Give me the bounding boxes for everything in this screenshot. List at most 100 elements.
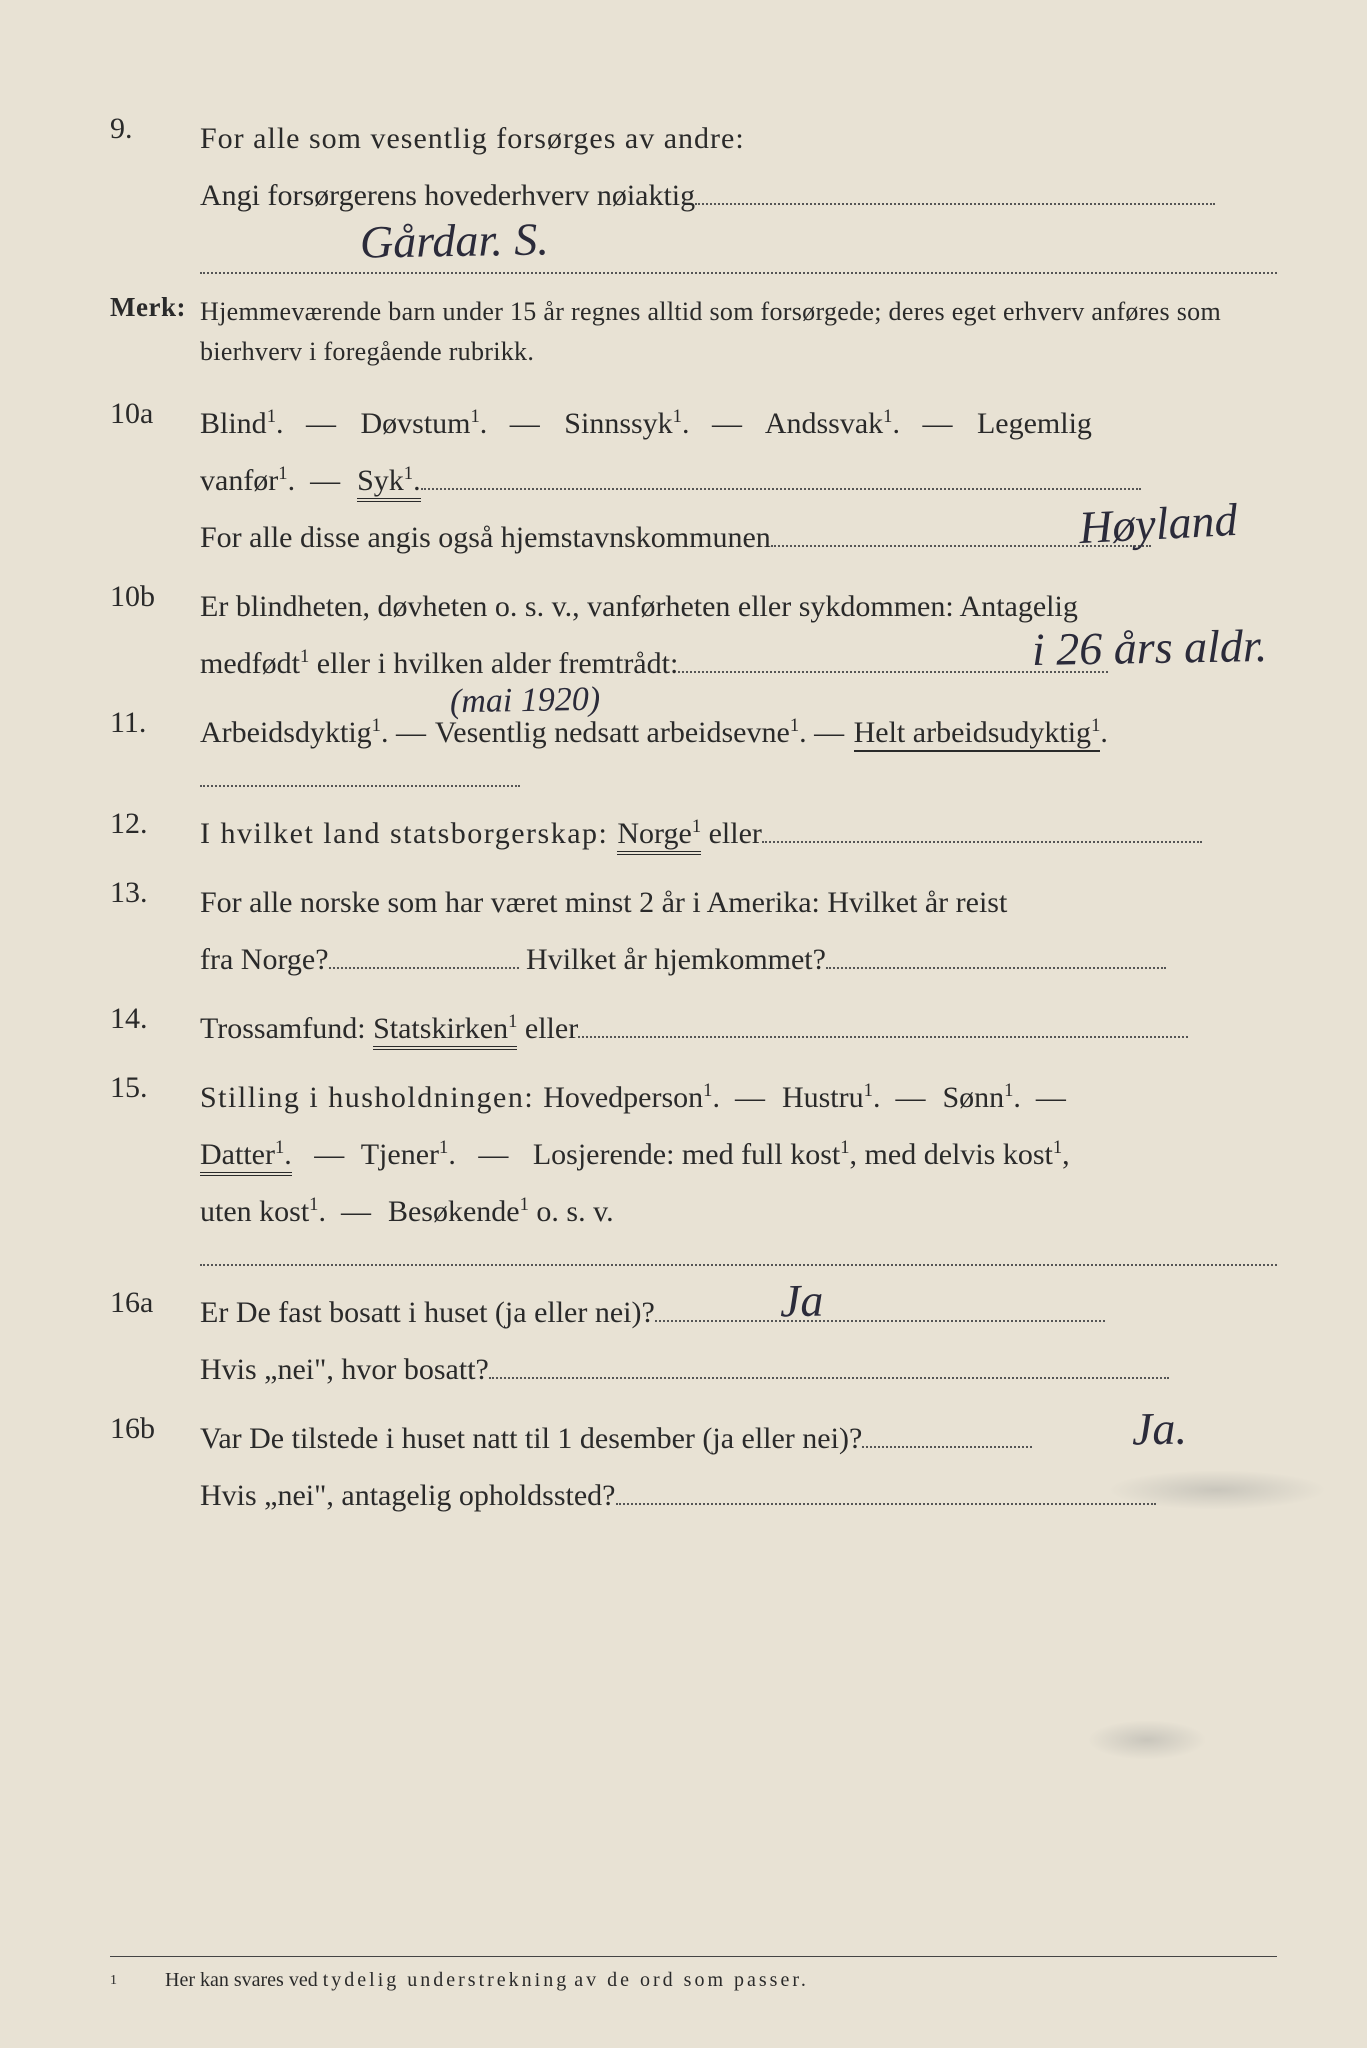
question-10a: 10a Blind1. — Døvstum1. — Sinnssyk1. — A…	[110, 395, 1277, 566]
question-9: 9. For alle som vesentlig forsørges av a…	[110, 110, 1277, 280]
dash: —	[314, 1138, 346, 1171]
q13-fill1	[329, 967, 519, 969]
dash: —	[510, 407, 542, 440]
q16a-question: Er De fast bosatt i huset (ja eller nei)…	[200, 1296, 655, 1329]
q13-number: 13.	[110, 874, 200, 910]
q12-fill	[762, 841, 1202, 843]
q16a-content: Er De fast bosatt i huset (ja eller nei)…	[200, 1284, 1277, 1398]
q10a-opt-blind: Blind1.	[200, 407, 283, 440]
q16a-fill	[655, 1320, 1105, 1322]
q16b-question: Var De tilstede i huset natt til 1 desem…	[200, 1422, 862, 1455]
q14-content: Trossamfund: Statskirken1 eller	[200, 1000, 1277, 1057]
footnote-text: Her kan svares ved tydelig understreknin…	[165, 1969, 809, 1991]
q14-number: 14.	[110, 1000, 200, 1036]
q16a-if-no: Hvis „nei", hvor bosatt?	[200, 1353, 489, 1386]
q14-prefix: Trossamfund:	[200, 1012, 373, 1045]
q9-number: 9.	[110, 110, 200, 146]
q15-datter-selected: Datter1.	[200, 1138, 292, 1176]
q10a-opt-legemlig: Legemlig	[977, 407, 1092, 440]
q14-suffix: eller	[517, 1012, 578, 1045]
q15-prefix: Stilling i husholdningen:	[200, 1081, 543, 1114]
q10a-opt-andssvak: Andssvak1.	[765, 407, 900, 440]
question-12: 12. I hvilket land statsborgerskap: Norg…	[110, 805, 1277, 862]
q16b-fill	[862, 1446, 1032, 1448]
q10a-fill	[421, 488, 1141, 490]
q13-home-year: Hvilket år hjemkommet?	[526, 943, 826, 976]
q10b-handwritten-age: i 26 års aldr.	[1031, 602, 1268, 693]
q15-besokende: Besøkende1	[388, 1195, 529, 1228]
q16a-number: 16a	[110, 1284, 200, 1320]
q14-fill	[578, 1036, 1188, 1038]
q15-delvis: , med delvis kost	[850, 1138, 1053, 1171]
dash: —	[712, 407, 744, 440]
dash: —	[396, 716, 428, 749]
q9-line1: For alle som vesentlig forsørges av andr…	[200, 110, 1277, 167]
q13-content: For alle norske som har været minst 2 år…	[200, 874, 1277, 988]
census-form-page: 9. For alle som vesentlig forsørges av a…	[0, 0, 1367, 2048]
q15-hovedperson: Hovedperson1.	[543, 1081, 720, 1114]
question-15: 15. Stilling i husholdningen: Hovedperso…	[110, 1069, 1277, 1266]
dash: —	[922, 407, 954, 440]
q10a-number: 10a	[110, 395, 200, 431]
q10a-handwritten-kommune: Høyland	[1076, 476, 1239, 572]
q10a-opt-sinnssyk: Sinnssyk1.	[564, 407, 689, 440]
q10a-opt-vanfor: vanfør1.	[200, 464, 295, 497]
question-13: 13. For alle norske som har været minst …	[110, 874, 1277, 988]
merk-text: Hjemmeværende barn under 15 år regnes al…	[200, 292, 1277, 373]
q16b-fill2	[616, 1503, 1156, 1505]
q10a-opt-syk-selected: Syk1.	[357, 464, 420, 502]
dash: —	[814, 716, 846, 749]
q16a-fill2	[489, 1377, 1169, 1379]
q13-from-norway: fra Norge?	[200, 943, 329, 976]
merk-note: Merk: Hjemmeværende barn under 15 år reg…	[110, 292, 1277, 373]
question-16a: 16a Er De fast bosatt i huset (ja eller …	[110, 1284, 1277, 1398]
q15-tjener: Tjener1.	[361, 1138, 456, 1171]
dash: —	[341, 1195, 373, 1228]
question-10b: 10b Er blindheten, døvheten o. s. v., va…	[110, 578, 1277, 692]
q15-osv: o. s. v.	[529, 1195, 614, 1228]
q12-content: I hvilket land statsborgerskap: Norge1 e…	[200, 805, 1277, 862]
q12-norge-selected: Norge1	[617, 817, 701, 855]
dash: —	[1036, 1081, 1068, 1114]
q11-content: Arbeidsdyktig1. — Vesentlig nedsatt arbe…	[200, 704, 1277, 787]
q10a-hjemstavns-label: For alle disse angis også hjemstavnskomm…	[200, 521, 771, 554]
q16b-number: 16b	[110, 1410, 200, 1446]
q15-number: 15.	[110, 1069, 200, 1105]
q9-fill-line-1	[695, 203, 1215, 205]
dash: —	[306, 407, 338, 440]
q13-line1: For alle norske som har været minst 2 år…	[200, 874, 1277, 931]
q11-opt3-selected: Helt arbeidsudyktig1	[854, 716, 1101, 752]
q12-number: 12.	[110, 805, 200, 841]
question-16b: 16b Var De tilstede i huset natt til 1 d…	[110, 1410, 1277, 1524]
q15-hustru: Hustru1.	[782, 1081, 880, 1114]
q15-sonn: Sønn1.	[942, 1081, 1020, 1114]
ink-smudge	[1087, 1720, 1207, 1760]
q15-content: Stilling i husholdningen: Hovedperson1. …	[200, 1069, 1277, 1266]
q11-opt2: Vesentlig nedsatt arbeidsevne1.	[435, 716, 807, 749]
q11-number: 11.	[110, 704, 200, 740]
q14-statskirken-selected: Statskirken1	[373, 1012, 517, 1050]
q16b-handwritten-ja: Ja.	[1131, 1385, 1187, 1473]
question-14: 14. Trossamfund: Statskirken1 eller	[110, 1000, 1277, 1057]
q11-extra-line	[200, 785, 520, 787]
q10b-number: 10b	[110, 578, 200, 614]
q10a-content: Blind1. — Døvstum1. — Sinnssyk1. — Andss…	[200, 395, 1277, 566]
dash: —	[310, 464, 342, 497]
q15-extra-line	[200, 1264, 1277, 1266]
q9-handwritten-answer: Gårdar. S.	[359, 195, 549, 286]
q16a-handwritten-ja: Ja	[779, 1257, 824, 1345]
q15-losjerende: Losjerende: med full kost1	[533, 1138, 850, 1171]
dash: —	[478, 1138, 510, 1171]
ink-smudge	[1107, 1470, 1327, 1510]
q10b-medfodt: medfødt1	[200, 647, 309, 680]
footnote-marker: 1	[110, 1969, 160, 1989]
q13-fill2	[826, 967, 1166, 969]
q12-suffix: eller	[701, 817, 762, 850]
dash: —	[735, 1081, 767, 1114]
dash: —	[895, 1081, 927, 1114]
q12-prefix: I hvilket land statsborgerskap:	[200, 817, 617, 850]
q16b-if-no: Hvis „nei", antagelig opholdssted?	[200, 1479, 616, 1512]
q11-opt1: Arbeidsdyktig1.	[200, 716, 388, 749]
question-11: 11. Arbeidsdyktig1. — Vesentlig nedsatt …	[110, 704, 1277, 787]
q10b-content: Er blindheten, døvheten o. s. v., vanfør…	[200, 578, 1277, 692]
